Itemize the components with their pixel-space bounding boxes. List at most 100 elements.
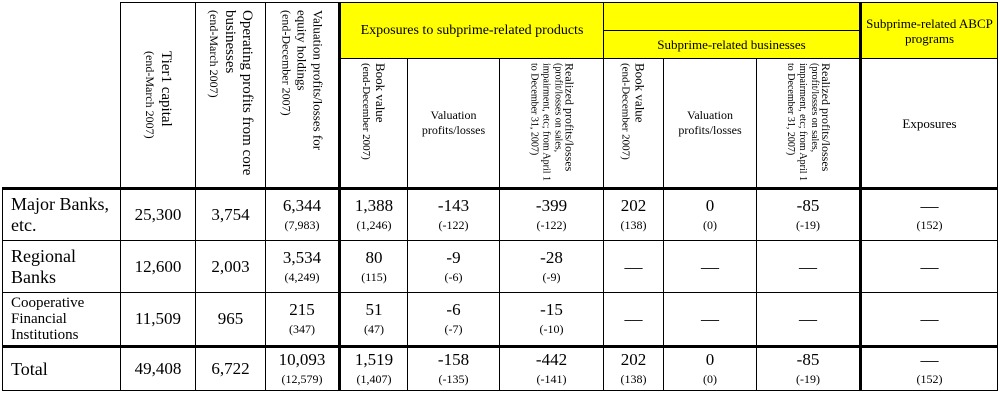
cell-bv-prev: (47) <box>364 322 384 336</box>
cell-op: 3,754 <box>195 187 266 241</box>
header-biz-book-value: Book value (end-December 2007) <box>603 58 664 189</box>
cell-vpl-prev: (-6) <box>444 269 463 284</box>
cell-biz-rpl: -85 (-19) <box>756 187 861 241</box>
header-tier1: Tier1 capital (end-March 2007) <box>120 2 196 189</box>
cell-abcp: — <box>859 240 998 293</box>
cell-eq-prev: (7,983) <box>284 218 320 232</box>
cell-biz-vpl: 0 (0) <box>663 345 757 391</box>
cell-vpl-value: -9 <box>446 247 461 267</box>
header-valuation-pl: Valuation profits/losses <box>407 58 500 189</box>
cell-abcp: — <box>859 292 998 347</box>
cell-rpl: -442 (-141) <box>499 345 604 391</box>
cell-biz-vpl-value: 0 <box>705 196 715 215</box>
cell-rpl: -28 (-9) <box>499 240 604 293</box>
cell-rpl-value: -15 <box>540 300 563 319</box>
cell-biz-bv: 202 (138) <box>603 345 664 391</box>
row-label: Major Banks, etc. <box>2 187 121 241</box>
header-valuation-pl-label: Valuation profits/losses <box>421 108 486 137</box>
cell-biz-vpl: — <box>663 292 757 347</box>
cell-eq-prev: (347) <box>289 322 315 336</box>
cell-bv-value: 51 <box>365 300 383 319</box>
cell-abcp-prev: (152) <box>916 218 943 232</box>
header-biz-valuation-pl-label: Valuation profits/losses <box>678 108 742 137</box>
cell-abcp-value: — <box>920 350 939 370</box>
cell-vpl-value: -158 <box>437 350 470 369</box>
cell-biz-rpl: — <box>756 292 861 347</box>
cell-biz-vpl: 0 (0) <box>663 187 757 241</box>
cell-rpl-prev: (-141) <box>536 372 567 386</box>
cell-abcp: — (152) <box>859 345 998 391</box>
header-book-value-sub: (end-December 2007) <box>360 63 372 160</box>
cell-biz-rpl-prev: (-19) <box>796 218 820 232</box>
cell-biz-bv-prev: (138) <box>620 372 647 386</box>
cell-vpl: -9 (-6) <box>407 240 500 293</box>
header-businesses: Subprime-related businesses <box>603 30 861 59</box>
cell-biz-bv: — <box>603 240 664 293</box>
table-row: Major Banks, etc. 25,300 3,754 6,344 (7,9… <box>2 187 998 241</box>
header-biz-book-value-sub: (end-December 2007) <box>619 63 632 160</box>
header-book-value-label: Book value <box>373 63 388 123</box>
cell-vpl: -6 (-7) <box>407 292 500 347</box>
cell-vpl-prev: (-122) <box>438 218 469 232</box>
cell-biz-vpl-prev: (0) <box>703 218 717 232</box>
cell-eq-value: 6,344 <box>282 196 322 215</box>
header-book-value: Book value (end-December 2007) <box>338 58 408 189</box>
cell-bv-prev: (1,246) <box>356 218 392 232</box>
cell-rpl-value: -399 <box>535 196 568 215</box>
cell-bv-value: 80 <box>365 247 383 267</box>
header-abcp-label: Subprime-related ABCP programs <box>866 15 993 46</box>
cell-op: 965 <box>195 292 266 347</box>
cell-rpl: -399 (-122) <box>499 187 604 241</box>
cell-eq-prev: (12,579) <box>281 372 323 386</box>
cell-bv: 80 (115) <box>338 240 408 293</box>
header-op: Operating profits from core businesses (… <box>195 2 266 189</box>
header-exposures-label: Exposures <box>902 115 957 131</box>
header-op-label: Operating profits from core businesses <box>222 10 255 176</box>
header-exposures: Exposures <box>859 58 998 189</box>
cell-bv: 1,519 (1,407) <box>338 345 408 391</box>
cell-vpl-prev: (-7) <box>444 322 463 336</box>
cell-biz-vpl: — <box>663 240 757 293</box>
cell-rpl-value: -442 <box>535 350 568 369</box>
cell-vpl: -143 (-122) <box>407 187 500 241</box>
cell-eq-value: 3,534 <box>282 247 322 267</box>
cell-biz-bv-prev: (138) <box>620 218 647 232</box>
cell-eq: 3,534 (4,249) <box>265 240 340 293</box>
cell-eq-prev: (4,249) <box>284 269 320 284</box>
cell-biz-vpl-prev: (0) <box>703 372 717 386</box>
cell-vpl-value: -143 <box>437 196 470 215</box>
table-row: Cooperative Financial Institutions 11,50… <box>2 292 998 347</box>
cell-biz-rpl-value: -85 <box>796 196 820 215</box>
header-op-sub: (end-March 2007) <box>207 10 221 98</box>
cell-eq: 10,093 (12,579) <box>265 345 340 391</box>
corner-cell <box>2 2 121 189</box>
header-realized-pl: Realized profits/losses (profit/losses o… <box>499 58 604 189</box>
cell-biz-rpl-prev: (-19) <box>796 372 820 386</box>
cell-biz-bv: 202 (138) <box>603 187 664 241</box>
cell-bv: 51 (47) <box>338 292 408 347</box>
cell-tier1: 49,408 <box>120 345 196 391</box>
cell-tier1: 12,600 <box>120 240 196 293</box>
cell-eq: 6,344 (7,983) <box>265 187 340 241</box>
header-businesses-label: Subprime-related businesses <box>657 37 806 52</box>
cell-op: 6,722 <box>195 345 266 391</box>
cell-biz-vpl-value: 0 <box>705 350 715 369</box>
cell-rpl-prev: (-9) <box>542 269 561 284</box>
cell-biz-rpl: — <box>756 240 861 293</box>
cell-biz-bv-value: 202 <box>620 350 647 369</box>
header-realized-pl-sub: (profit/losses on sales, impairment, etc… <box>528 63 564 182</box>
cell-rpl-prev: (-10) <box>539 322 564 336</box>
cell-eq-value: 10,093 <box>278 350 326 369</box>
cell-abcp: — (152) <box>859 187 998 241</box>
table-row: Regional Banks 12,600 2,003 3,534 (4,249)… <box>2 240 998 293</box>
cell-rpl-prev: (-122) <box>536 218 567 232</box>
cell-bv: 1,388 (1,246) <box>338 187 408 241</box>
cell-biz-rpl-value: -85 <box>796 350 820 369</box>
header-exposures-products: Exposures to subprime-related products <box>338 2 604 59</box>
cell-op: 2,003 <box>195 240 266 293</box>
cell-abcp-prev: (152) <box>916 372 943 386</box>
row-label: Cooperative Financial Institutions <box>2 292 121 347</box>
subprime-table: Tier1 capital (end-March 2007) Operating… <box>2 2 998 391</box>
cell-bv-value: 1,519 <box>354 350 394 369</box>
